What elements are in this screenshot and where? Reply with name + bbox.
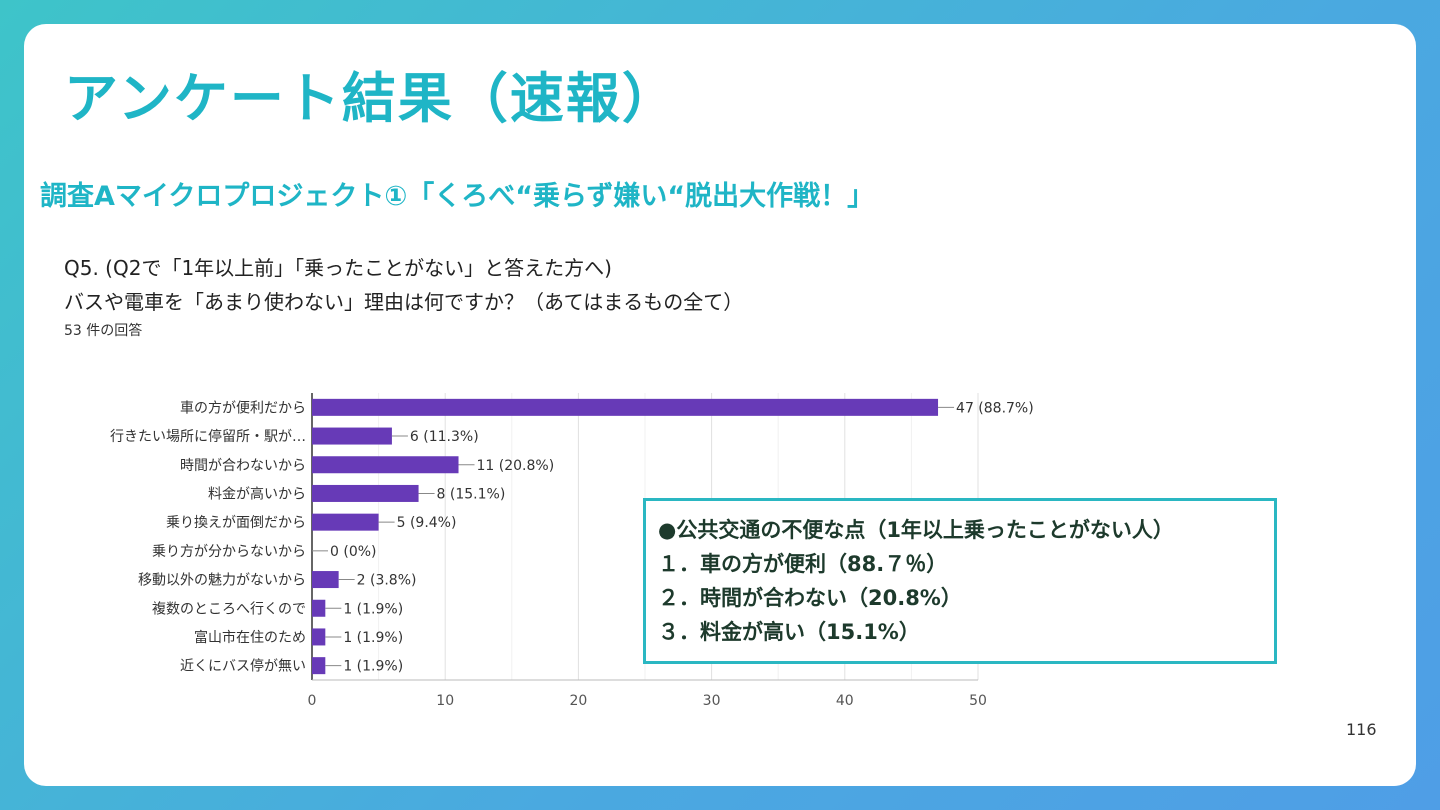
category-label: 時間が合わないから [180,458,306,474]
x-tick-label: 10 [436,693,454,709]
data-label: 47 (88.7%) [956,400,1034,416]
category-label: 移動以外の魅力がないから [138,573,306,589]
data-label: 11 (20.8%) [477,458,555,474]
category-label: 複数のところへ行くので [152,600,306,617]
category-label: 車の方が便利だから [180,399,306,416]
response-count: 53 件の回答 [64,323,143,339]
data-label: 8 (15.1%) [437,486,506,502]
data-label: 1 (1.9%) [343,601,403,617]
bar [312,628,326,646]
data-label: 0 (0%) [330,544,377,560]
x-tick-label: 50 [969,693,987,709]
slide-subtitle: 調査Aマイクロプロジェクト①「くろべ“乗らず嫌い“脱出大作戦！」 [40,181,875,212]
category-label: 行きたい場所に停留所・駅が… [110,428,306,445]
x-tick-label: 30 [703,693,721,709]
x-tick-label: 0 [308,693,317,709]
data-label: 1 (1.9%) [343,659,403,675]
data-label: 5 (9.4%) [397,515,457,531]
category-label: 乗り方が分からないから [152,544,306,560]
category-label: 料金が高いから [208,485,306,502]
summary-item-2: ２．時間が合わない（20.8%） [658,586,962,610]
data-label: 1 (1.9%) [343,630,403,646]
bar [312,599,326,617]
page-number: 116 [1346,720,1377,739]
bar [312,484,419,502]
question-line-1: Q5. (Q2で「1年以上前」「乗ったことがない」と答えた方へ) [64,256,612,280]
bar [312,456,459,474]
bar [312,571,339,589]
summary-item-3: ３．料金が高い（15.1%） [658,620,920,644]
x-tick-label: 40 [836,693,854,709]
category-label: 乗り換えが面倒だから [166,515,306,531]
category-label: 富山市在住のため [194,629,306,646]
bar [312,427,392,445]
x-tick-label: 20 [569,693,587,709]
slide-title: アンケート結果（速報） [64,67,678,130]
bar [312,657,326,675]
summary-item-1: １．車の方が便利（88.７％） [658,552,948,576]
summary-heading: ●公共交通の不便な点（1年以上乗ったことがない人） [658,518,1174,542]
data-label: 2 (3.8%) [357,573,417,589]
bar [312,398,939,416]
category-label: 近くにバス停が無い [180,658,306,675]
data-label: 6 (11.3%) [410,429,479,445]
bar [312,513,379,531]
summary-box: ●公共交通の不便な点（1年以上乗ったことがない人） １．車の方が便利（88.７％… [643,498,1277,664]
question-line-2: バスや電車を「あまり使わない」理由は何ですか？（あてはまるもの全て） [64,290,744,314]
